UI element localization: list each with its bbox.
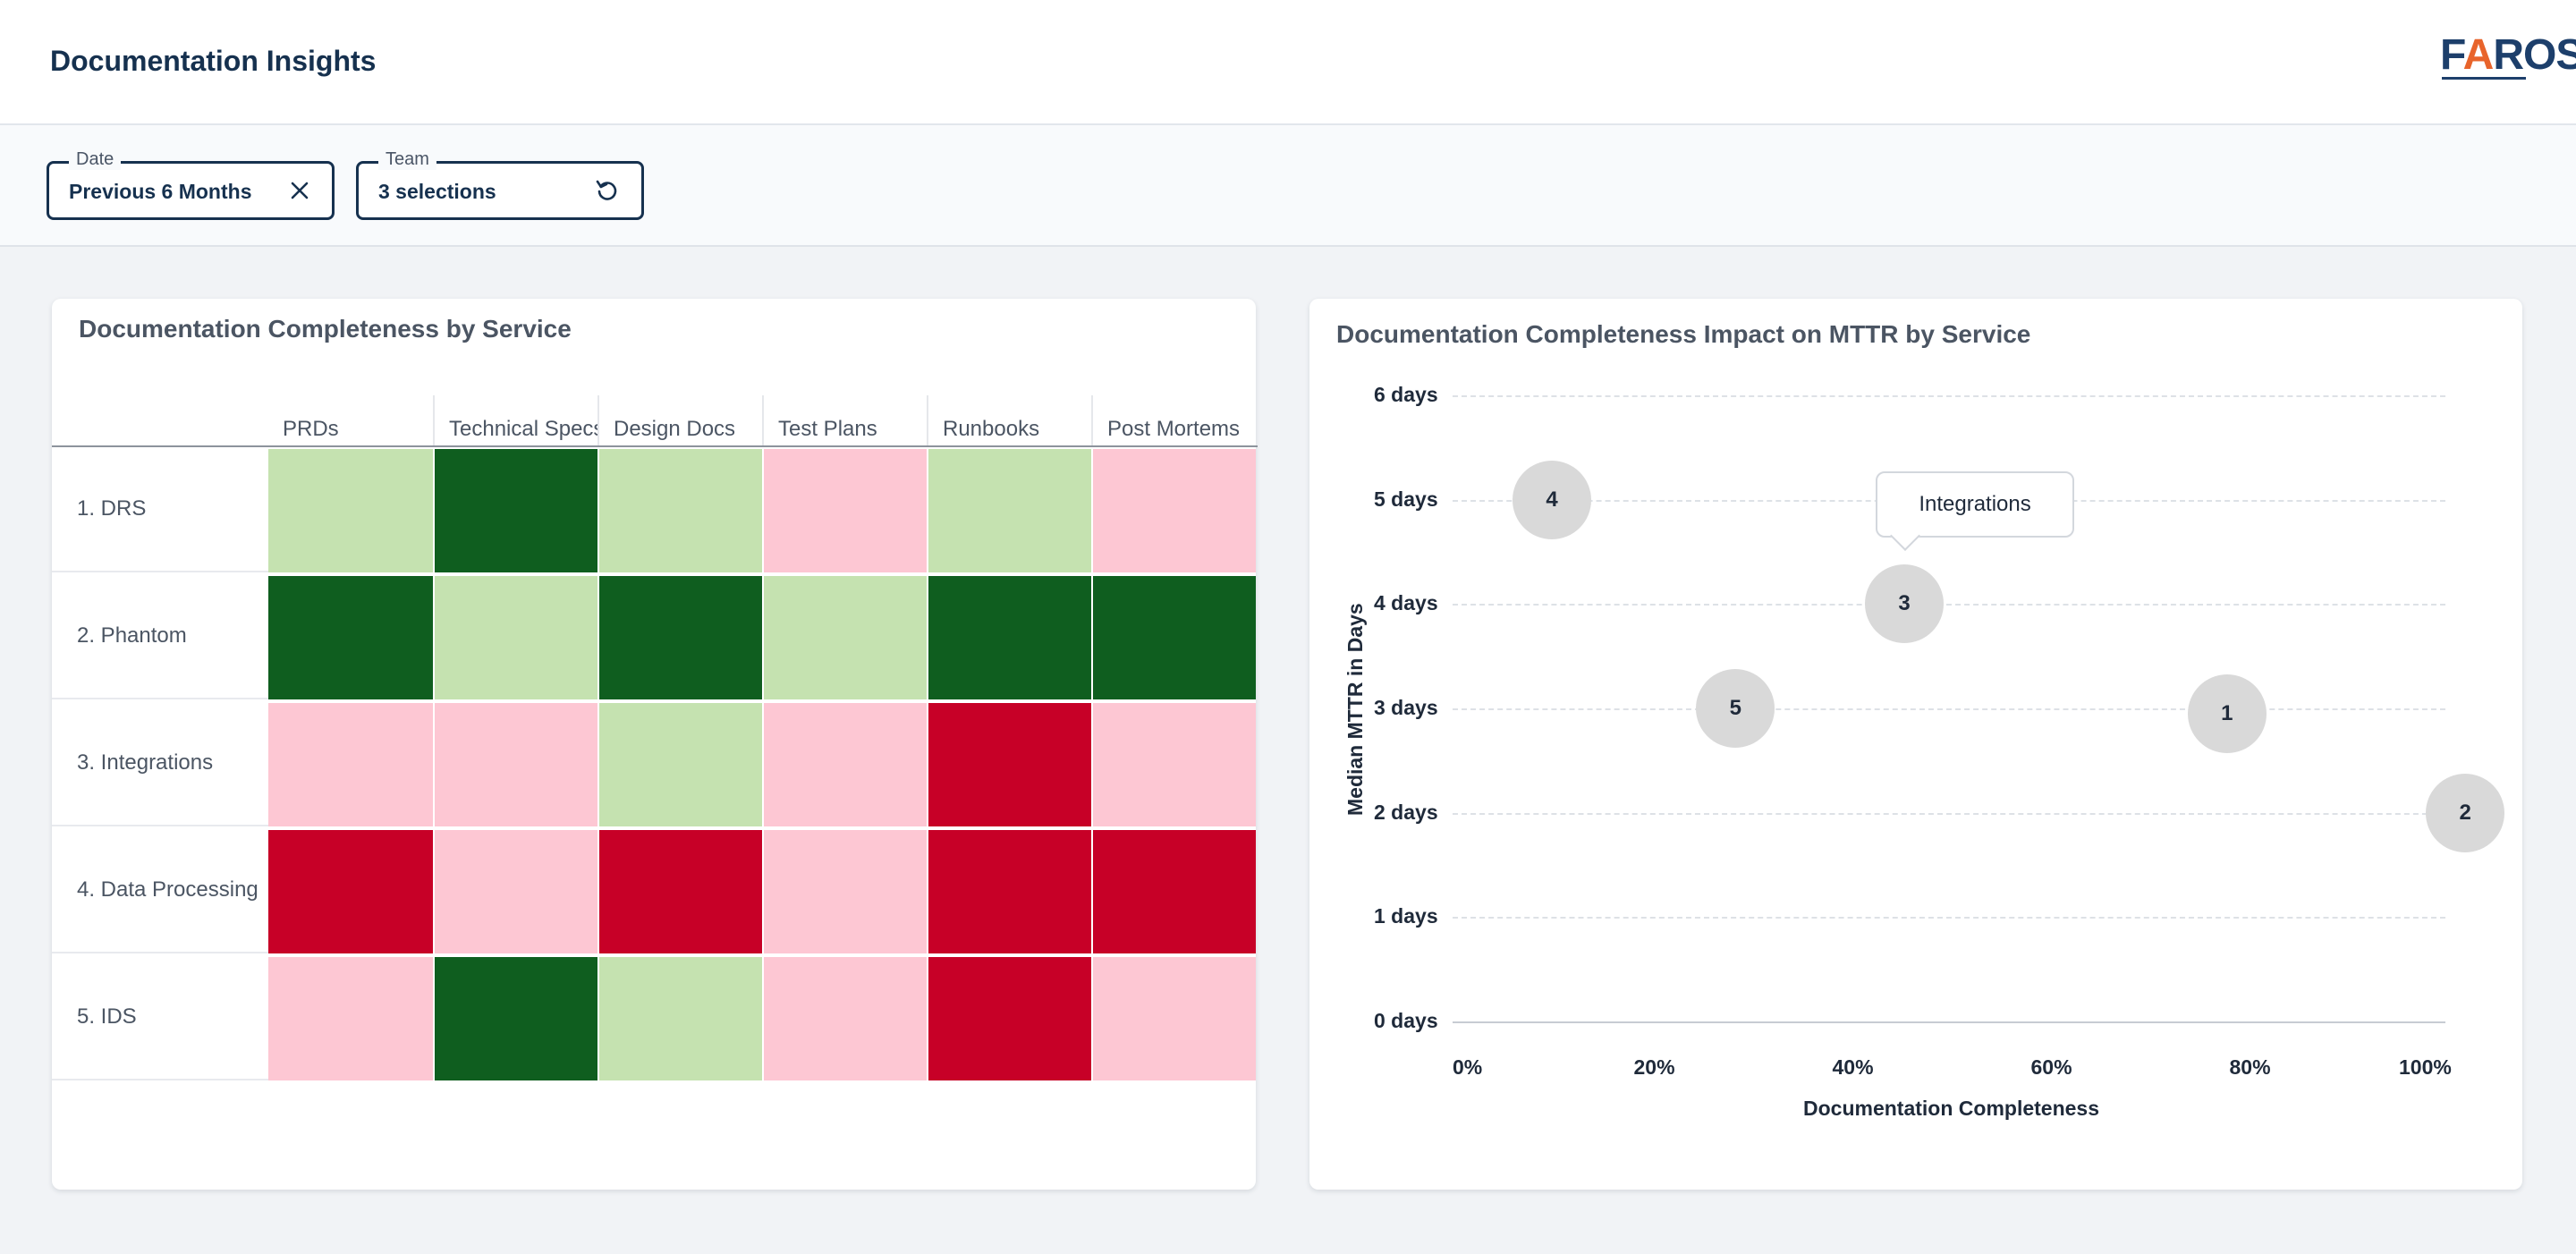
y-axis-label: Median MTTR in Days (1343, 603, 1367, 816)
y-tick-label: 1 days (1374, 904, 1438, 928)
y-gridline (1453, 917, 2445, 919)
heatmap-cell[interactable] (435, 449, 597, 572)
column-header-design-docs: Design Docs (597, 395, 762, 445)
heatmap-cell[interactable] (764, 830, 927, 953)
date-filter[interactable]: Date Previous 6 Months (47, 149, 335, 220)
y-tick-label: 4 days (1374, 591, 1438, 615)
faros-logo[interactable]: FAROS (2440, 30, 2576, 93)
heatmap-cell[interactable] (268, 449, 433, 572)
heatmap-cell[interactable] (599, 957, 762, 1080)
bubble-point[interactable]: 1 (2187, 674, 2267, 753)
heatmap-cell[interactable] (1093, 957, 1256, 1080)
row-label-data-processing: 4. Data Processing (52, 828, 268, 953)
team-filter[interactable]: Team 3 selections (356, 149, 644, 220)
heatmap-cell[interactable] (268, 576, 433, 699)
x-tick-label: 40% (1832, 1055, 1874, 1079)
heatmap-cell[interactable] (599, 830, 762, 953)
row-label-integrations: 3. Integrations (52, 701, 268, 826)
y-tick-label: 5 days (1374, 487, 1438, 511)
x-axis-line (1453, 1021, 2445, 1023)
heatmap-cell[interactable] (435, 576, 597, 699)
heatmap-cell[interactable] (435, 703, 597, 826)
x-tick-label: 20% (1633, 1055, 1675, 1079)
heatmap-cell[interactable] (435, 957, 597, 1080)
y-tick-label: 6 days (1374, 383, 1438, 406)
column-header-test-plans: Test Plans (762, 395, 927, 445)
heatmap-cell[interactable] (1093, 449, 1256, 572)
bubble-chart-card: Documentation Completeness Impact on MTT… (1309, 299, 2522, 1190)
heatmap-cell[interactable] (1093, 703, 1256, 826)
heatmap-cell[interactable] (928, 449, 1091, 572)
bubble-point[interactable]: 3 (1865, 564, 1945, 644)
heatmap-cell[interactable] (599, 576, 762, 699)
team-filter-value: 3 selections (378, 180, 496, 203)
x-tick-label: 0% (1453, 1055, 1483, 1079)
column-header-prds: PRDs (283, 417, 339, 441)
close-icon[interactable] (285, 176, 314, 205)
reset-icon[interactable] (593, 176, 622, 205)
bubble-point[interactable]: 5 (1696, 669, 1775, 748)
heatmap-cell[interactable] (928, 576, 1091, 699)
page-title: Documentation Insights (50, 45, 377, 77)
y-gridline (1453, 395, 2445, 397)
x-tick-label: 80% (2229, 1055, 2271, 1079)
column-header-technical-specs: Technical Specs (433, 395, 597, 445)
column-header-runbooks: Runbooks (927, 395, 1091, 445)
bubble-chart-title: Documentation Completeness Impact on MTT… (1336, 320, 2031, 348)
heatmap-cell[interactable] (764, 449, 927, 572)
x-tick-label: 100% (2399, 1055, 2452, 1079)
bubble-point[interactable]: 4 (1513, 460, 1591, 539)
app-header: Documentation Insights FAROS (0, 0, 2576, 125)
heatmap-cell[interactable] (764, 576, 927, 699)
x-axis-label: Documentation Completeness (1803, 1097, 2099, 1120)
date-filter-label: Date (69, 149, 122, 170)
heatmap-cell[interactable] (268, 957, 433, 1080)
heatmap-title: Documentation Completeness by Service (79, 315, 572, 343)
row-label-drs: 1. DRS (52, 447, 268, 572)
filter-bar: Date Previous 6 Months Team 3 selections (0, 125, 2576, 247)
y-tick-label: 3 days (1374, 696, 1438, 719)
y-gridline (1453, 812, 2445, 815)
logo-underline (2442, 77, 2526, 80)
heatmap-cell[interactable] (1093, 576, 1256, 699)
logo-text: FAROS (2440, 31, 2576, 79)
y-gridline (1453, 604, 2445, 606)
date-filter-value: Previous 6 Months (69, 180, 252, 203)
row-label-phantom: 2. Phantom (52, 574, 268, 699)
row-label-ids: 5. IDS (52, 955, 268, 1080)
heatmap-cell[interactable] (268, 703, 433, 826)
bubble-tooltip: Integrations (1876, 471, 2075, 538)
heatmap-cell[interactable] (764, 957, 927, 1080)
heatmap-cell[interactable] (928, 957, 1091, 1080)
heatmap-cell[interactable] (1093, 830, 1256, 953)
y-gridline (1453, 708, 2445, 710)
heatmap-cell[interactable] (599, 449, 762, 572)
x-tick-label: 60% (2030, 1055, 2072, 1079)
heatmap-cell[interactable] (928, 703, 1091, 826)
y-tick-label: 0 days (1374, 1009, 1438, 1032)
column-header-post-mortems: Post Mortems (1091, 395, 1256, 445)
bubble-point[interactable]: 2 (2426, 773, 2505, 852)
heatmap-card: Documentation Completeness by Service PR… (52, 299, 1258, 1190)
heatmap-cell[interactable] (268, 830, 433, 953)
heatmap-cell[interactable] (435, 830, 597, 953)
table-header-divider (52, 445, 1258, 447)
heatmap-cell[interactable] (928, 830, 1091, 953)
y-tick-label: 2 days (1374, 800, 1438, 824)
team-filter-label: Team (378, 149, 436, 170)
heatmap-cell[interactable] (599, 703, 762, 826)
heatmap-cell[interactable] (764, 703, 927, 826)
